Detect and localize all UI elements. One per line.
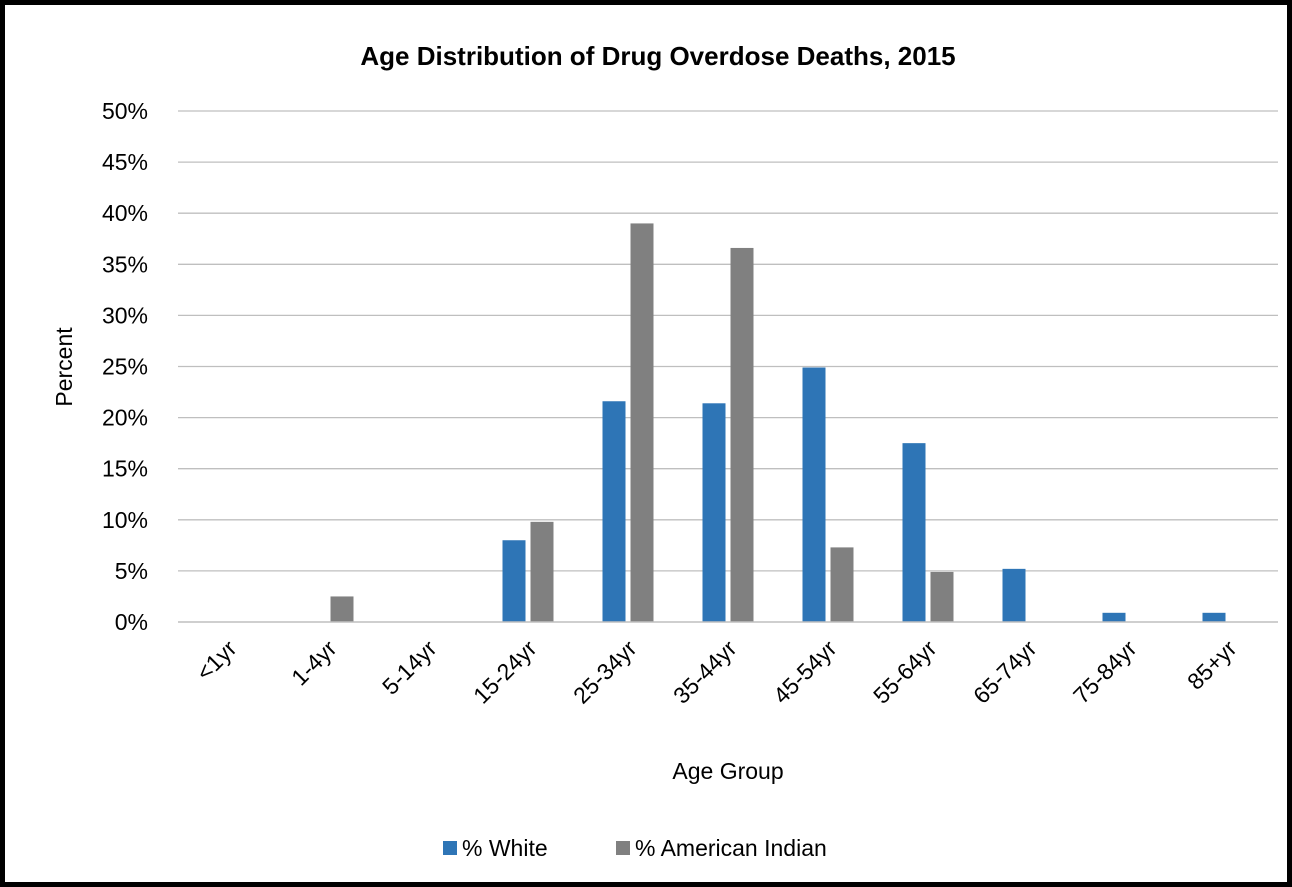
x-tick-label: 75-84yr [1068, 635, 1142, 709]
bar-white [1102, 612, 1126, 622]
y-tick-label: 25% [102, 354, 148, 380]
gridlines [178, 110, 1278, 572]
chart-title: Age Distribution of Drug Overdose Deaths… [360, 41, 955, 71]
y-tick-label: 5% [115, 558, 148, 584]
y-axis-title: Percent [51, 327, 77, 407]
x-axis-title: Age Group [672, 758, 783, 784]
y-tick-label: 20% [102, 405, 148, 431]
legend-item-white: % White [443, 835, 548, 861]
bars [330, 223, 1226, 623]
bar-american-indian [730, 247, 754, 622]
y-tick-label: 0% [115, 609, 148, 635]
legend-swatch [443, 841, 457, 855]
bar-american-indian [830, 547, 854, 622]
x-tick-label: 25-34yr [568, 635, 642, 709]
y-tick-label: 30% [102, 302, 148, 328]
x-tick-label: 35-44yr [668, 635, 742, 709]
y-tick-label: 45% [102, 149, 148, 175]
x-tick-label: 85+yr [1182, 635, 1242, 695]
bar-american-indian [630, 223, 654, 623]
bar-white [902, 443, 926, 622]
x-tick-label: 55-64yr [868, 635, 942, 709]
y-tick-label: 40% [102, 200, 148, 226]
x-tick-label: 1-4yr [286, 635, 342, 691]
y-tick-label: 50% [102, 98, 148, 124]
legend-swatch [616, 841, 630, 855]
legend-label: % American Indian [635, 835, 827, 861]
x-tick-label: 5-14yr [377, 635, 442, 700]
bar-white [502, 540, 526, 622]
bar-american-indian [330, 596, 354, 622]
y-axis-ticks: 0% 5% 10% 15% 20% 25% 30% 35% 40% 45% 50% [102, 98, 148, 635]
legend-item-american-indian: % American Indian [616, 835, 827, 861]
legend-label: % White [462, 835, 548, 861]
x-tick-label: <1yr [191, 635, 242, 686]
bar-white [802, 367, 826, 622]
x-axis-ticks: <1yr 1-4yr 5-14yr 15-24yr 25-34yr 35-44yr 45-5… [191, 635, 1242, 709]
legend: % White % American Indian [443, 835, 827, 861]
bar-american-indian [530, 521, 554, 622]
y-tick-label: 10% [102, 507, 148, 533]
bar-white [602, 401, 626, 622]
x-tick-label: 15-24yr [468, 635, 542, 709]
y-tick-label: 15% [102, 456, 148, 482]
bar-white [1202, 612, 1226, 622]
x-tick-label: 45-54yr [768, 635, 842, 709]
x-tick-label: 65-74yr [968, 635, 1042, 709]
bar-white [1002, 568, 1026, 622]
bar-white [702, 403, 726, 622]
bar-american-indian [930, 571, 954, 622]
y-tick-label: 35% [102, 251, 148, 277]
